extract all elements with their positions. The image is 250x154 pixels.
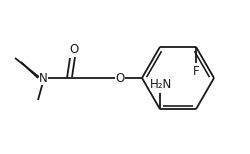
Text: F: F xyxy=(193,65,199,78)
Text: H₂N: H₂N xyxy=(150,78,172,91)
Text: N: N xyxy=(38,71,48,85)
Text: O: O xyxy=(70,43,78,56)
Text: O: O xyxy=(116,71,124,85)
